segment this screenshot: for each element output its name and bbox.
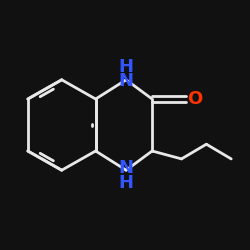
Text: H: H	[119, 58, 134, 76]
Text: O: O	[188, 90, 203, 108]
Text: H: H	[119, 174, 134, 192]
Text: N: N	[119, 159, 134, 177]
Text: N: N	[119, 72, 134, 90]
